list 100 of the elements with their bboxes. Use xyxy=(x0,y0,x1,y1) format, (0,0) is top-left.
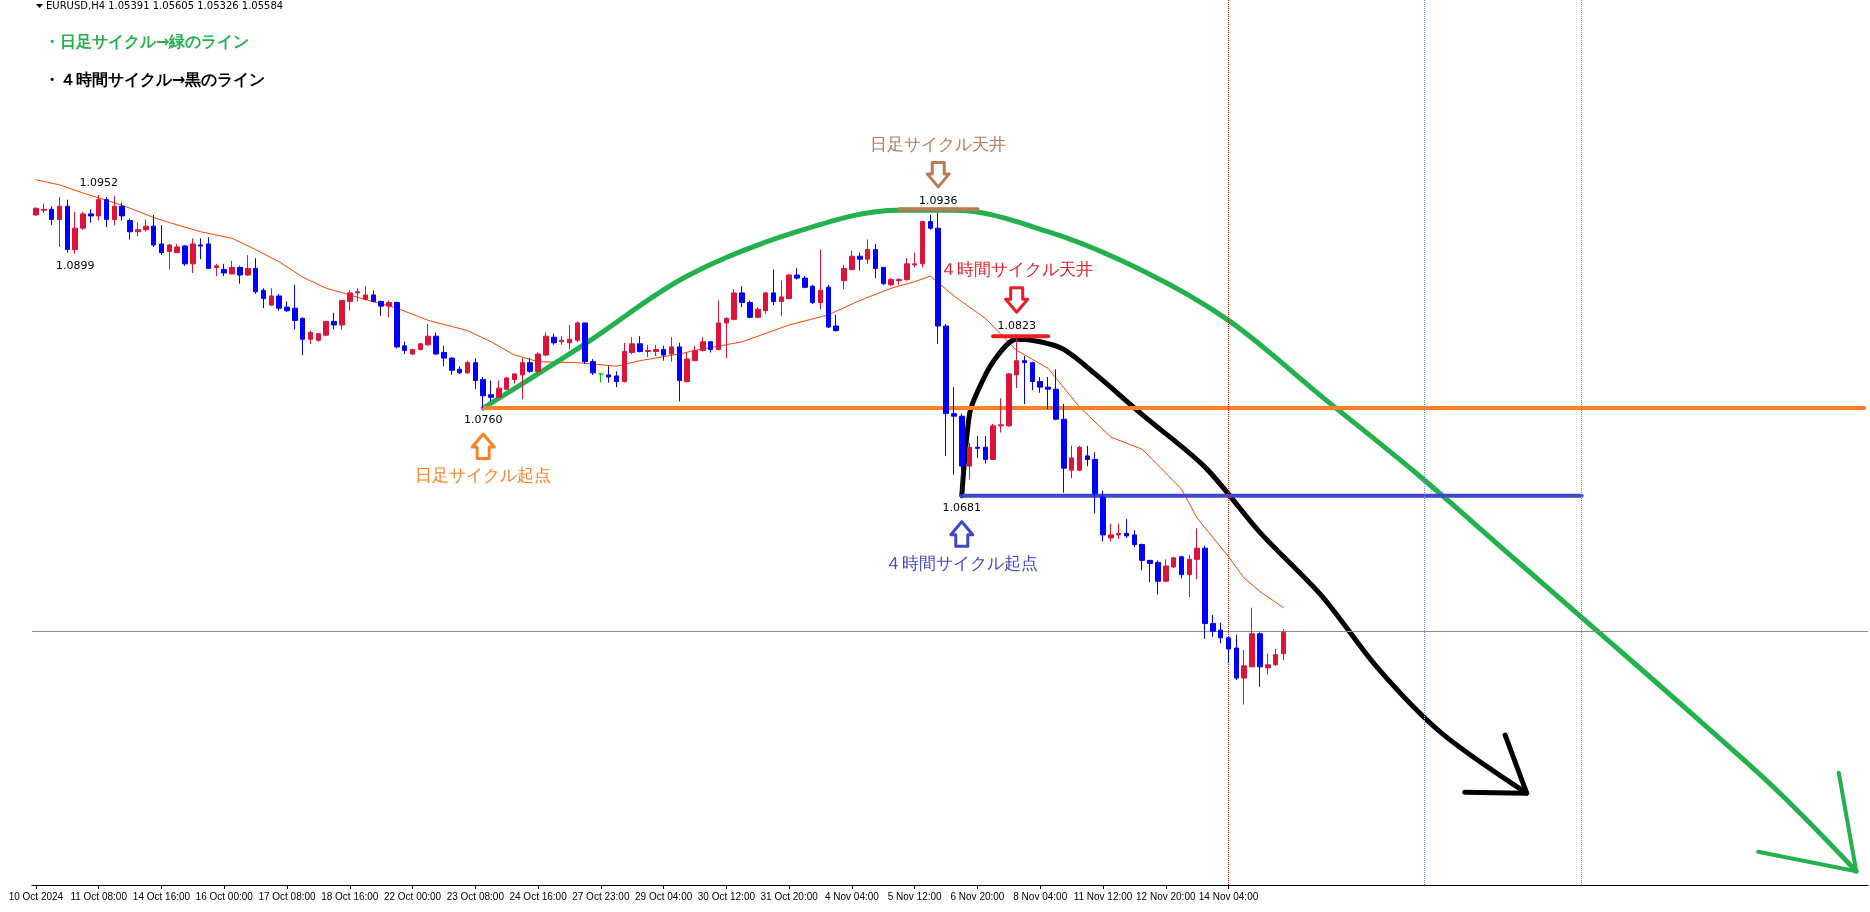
candlestick xyxy=(378,300,384,317)
x-tick-label: 22 Oct 00:00 xyxy=(383,890,442,902)
x-tick-label: 27 Oct 23:00 xyxy=(572,890,630,902)
candlestick xyxy=(1100,490,1106,543)
candlestick xyxy=(112,195,117,226)
candlestick xyxy=(151,214,156,248)
candlestick xyxy=(96,194,101,222)
candlestick xyxy=(473,357,478,390)
candlestick xyxy=(1226,636,1231,664)
candlestick xyxy=(1210,614,1216,638)
candlestick xyxy=(1241,649,1247,706)
candlestick xyxy=(1202,545,1208,640)
candlestick xyxy=(637,335,643,353)
candlestick xyxy=(794,267,800,281)
x-tick-label: 5 Nov 12:00 xyxy=(887,890,943,902)
annotation: 1.0760 xyxy=(463,413,503,427)
candlestick xyxy=(802,275,808,289)
x-tick-label: 10 Oct 2024 xyxy=(8,890,64,902)
candlestick xyxy=(1116,523,1121,540)
candlestick xyxy=(143,219,149,233)
annotation: 1.0952 xyxy=(79,176,118,190)
candlestick xyxy=(1171,556,1176,569)
candlestick xyxy=(1155,559,1161,596)
candlestick xyxy=(535,351,541,375)
candlestick xyxy=(912,252,917,268)
x-tick-label: 6 Nov 20:00 xyxy=(950,890,1005,902)
candlestick xyxy=(182,244,188,267)
candlestick xyxy=(425,323,431,347)
candlestick xyxy=(779,280,784,317)
candlestick xyxy=(72,211,78,255)
candlestick xyxy=(269,287,274,307)
annotation: 1.0936 xyxy=(918,193,958,207)
chart-title: EURUSD,H4 1.05391 1.05605 1.05326 1.05584 xyxy=(46,0,284,11)
candlestick xyxy=(629,336,635,355)
candlestick xyxy=(331,312,337,331)
annotation: ４時間サイクル起点 xyxy=(885,551,1039,575)
candlestick xyxy=(449,356,455,376)
candlestick xyxy=(253,257,258,295)
candlestick xyxy=(402,341,407,355)
candlestick xyxy=(1147,559,1153,583)
candlestick xyxy=(496,380,502,399)
candlestick xyxy=(1218,622,1223,644)
candlestick xyxy=(1249,607,1255,668)
x-tick-label: 11 Oct 08:00 xyxy=(70,890,128,902)
candlestick xyxy=(622,342,627,384)
candlestick xyxy=(88,208,94,224)
candlestick xyxy=(41,203,47,214)
candlestick xyxy=(990,423,996,460)
text: ・日足サイクル→緑のライン xyxy=(44,32,250,53)
candlestick xyxy=(943,323,949,457)
x-tick-label: 12 Nov 20:00 xyxy=(1136,890,1196,902)
candlestick xyxy=(747,300,753,319)
candlestick xyxy=(873,243,878,279)
candlestick xyxy=(645,344,651,358)
candlestick xyxy=(755,306,761,319)
x-tick-label: 11 Nov 12:00 xyxy=(1073,890,1133,902)
candlestick xyxy=(410,348,415,356)
candlestick xyxy=(339,300,345,331)
x-tick-label: 24 Oct 16:00 xyxy=(509,890,568,902)
candlestick xyxy=(951,386,957,476)
candlestick xyxy=(1281,628,1286,661)
candlestick xyxy=(1187,554,1192,598)
candlestick xyxy=(1077,445,1082,472)
candlestick xyxy=(669,336,674,363)
candlestick xyxy=(967,442,972,480)
candlestick xyxy=(221,263,227,277)
candlestick xyxy=(174,243,180,254)
x-tick-label: 31 Oct 20:00 xyxy=(760,890,819,902)
candlestick xyxy=(983,435,988,465)
candlestick xyxy=(543,332,549,357)
candlestick xyxy=(1257,631,1263,688)
candlestick xyxy=(551,333,557,346)
candlestick xyxy=(135,222,141,237)
candlestick xyxy=(512,373,517,385)
candlestick xyxy=(708,341,713,353)
candlestick xyxy=(355,287,360,303)
candlestick xyxy=(363,285,368,302)
x-tick-label: 23 Oct 08:00 xyxy=(446,890,505,902)
annotation: 1.0899 xyxy=(55,258,95,272)
candlestick xyxy=(559,335,564,346)
candlestick xyxy=(1030,361,1035,391)
candlestick xyxy=(433,332,439,356)
candlestick xyxy=(716,300,721,351)
candlestick xyxy=(49,205,54,226)
candlestick xyxy=(347,289,353,312)
candlestick xyxy=(520,357,525,400)
candlestick xyxy=(323,320,329,337)
x-tick-label: 18 Oct 16:00 xyxy=(321,890,379,902)
candlestick xyxy=(308,330,313,345)
candlestick xyxy=(245,254,251,277)
candlestick xyxy=(1053,368,1059,421)
candlestick xyxy=(292,284,298,331)
x-tick-label: 14 Oct 16:00 xyxy=(132,890,191,902)
candlestick xyxy=(810,284,815,305)
candlestick xyxy=(371,289,376,304)
candlestick xyxy=(214,263,219,277)
candlestick xyxy=(1108,523,1114,543)
candlestick xyxy=(300,316,305,356)
candlestick xyxy=(488,380,494,402)
candlestick xyxy=(826,284,831,329)
